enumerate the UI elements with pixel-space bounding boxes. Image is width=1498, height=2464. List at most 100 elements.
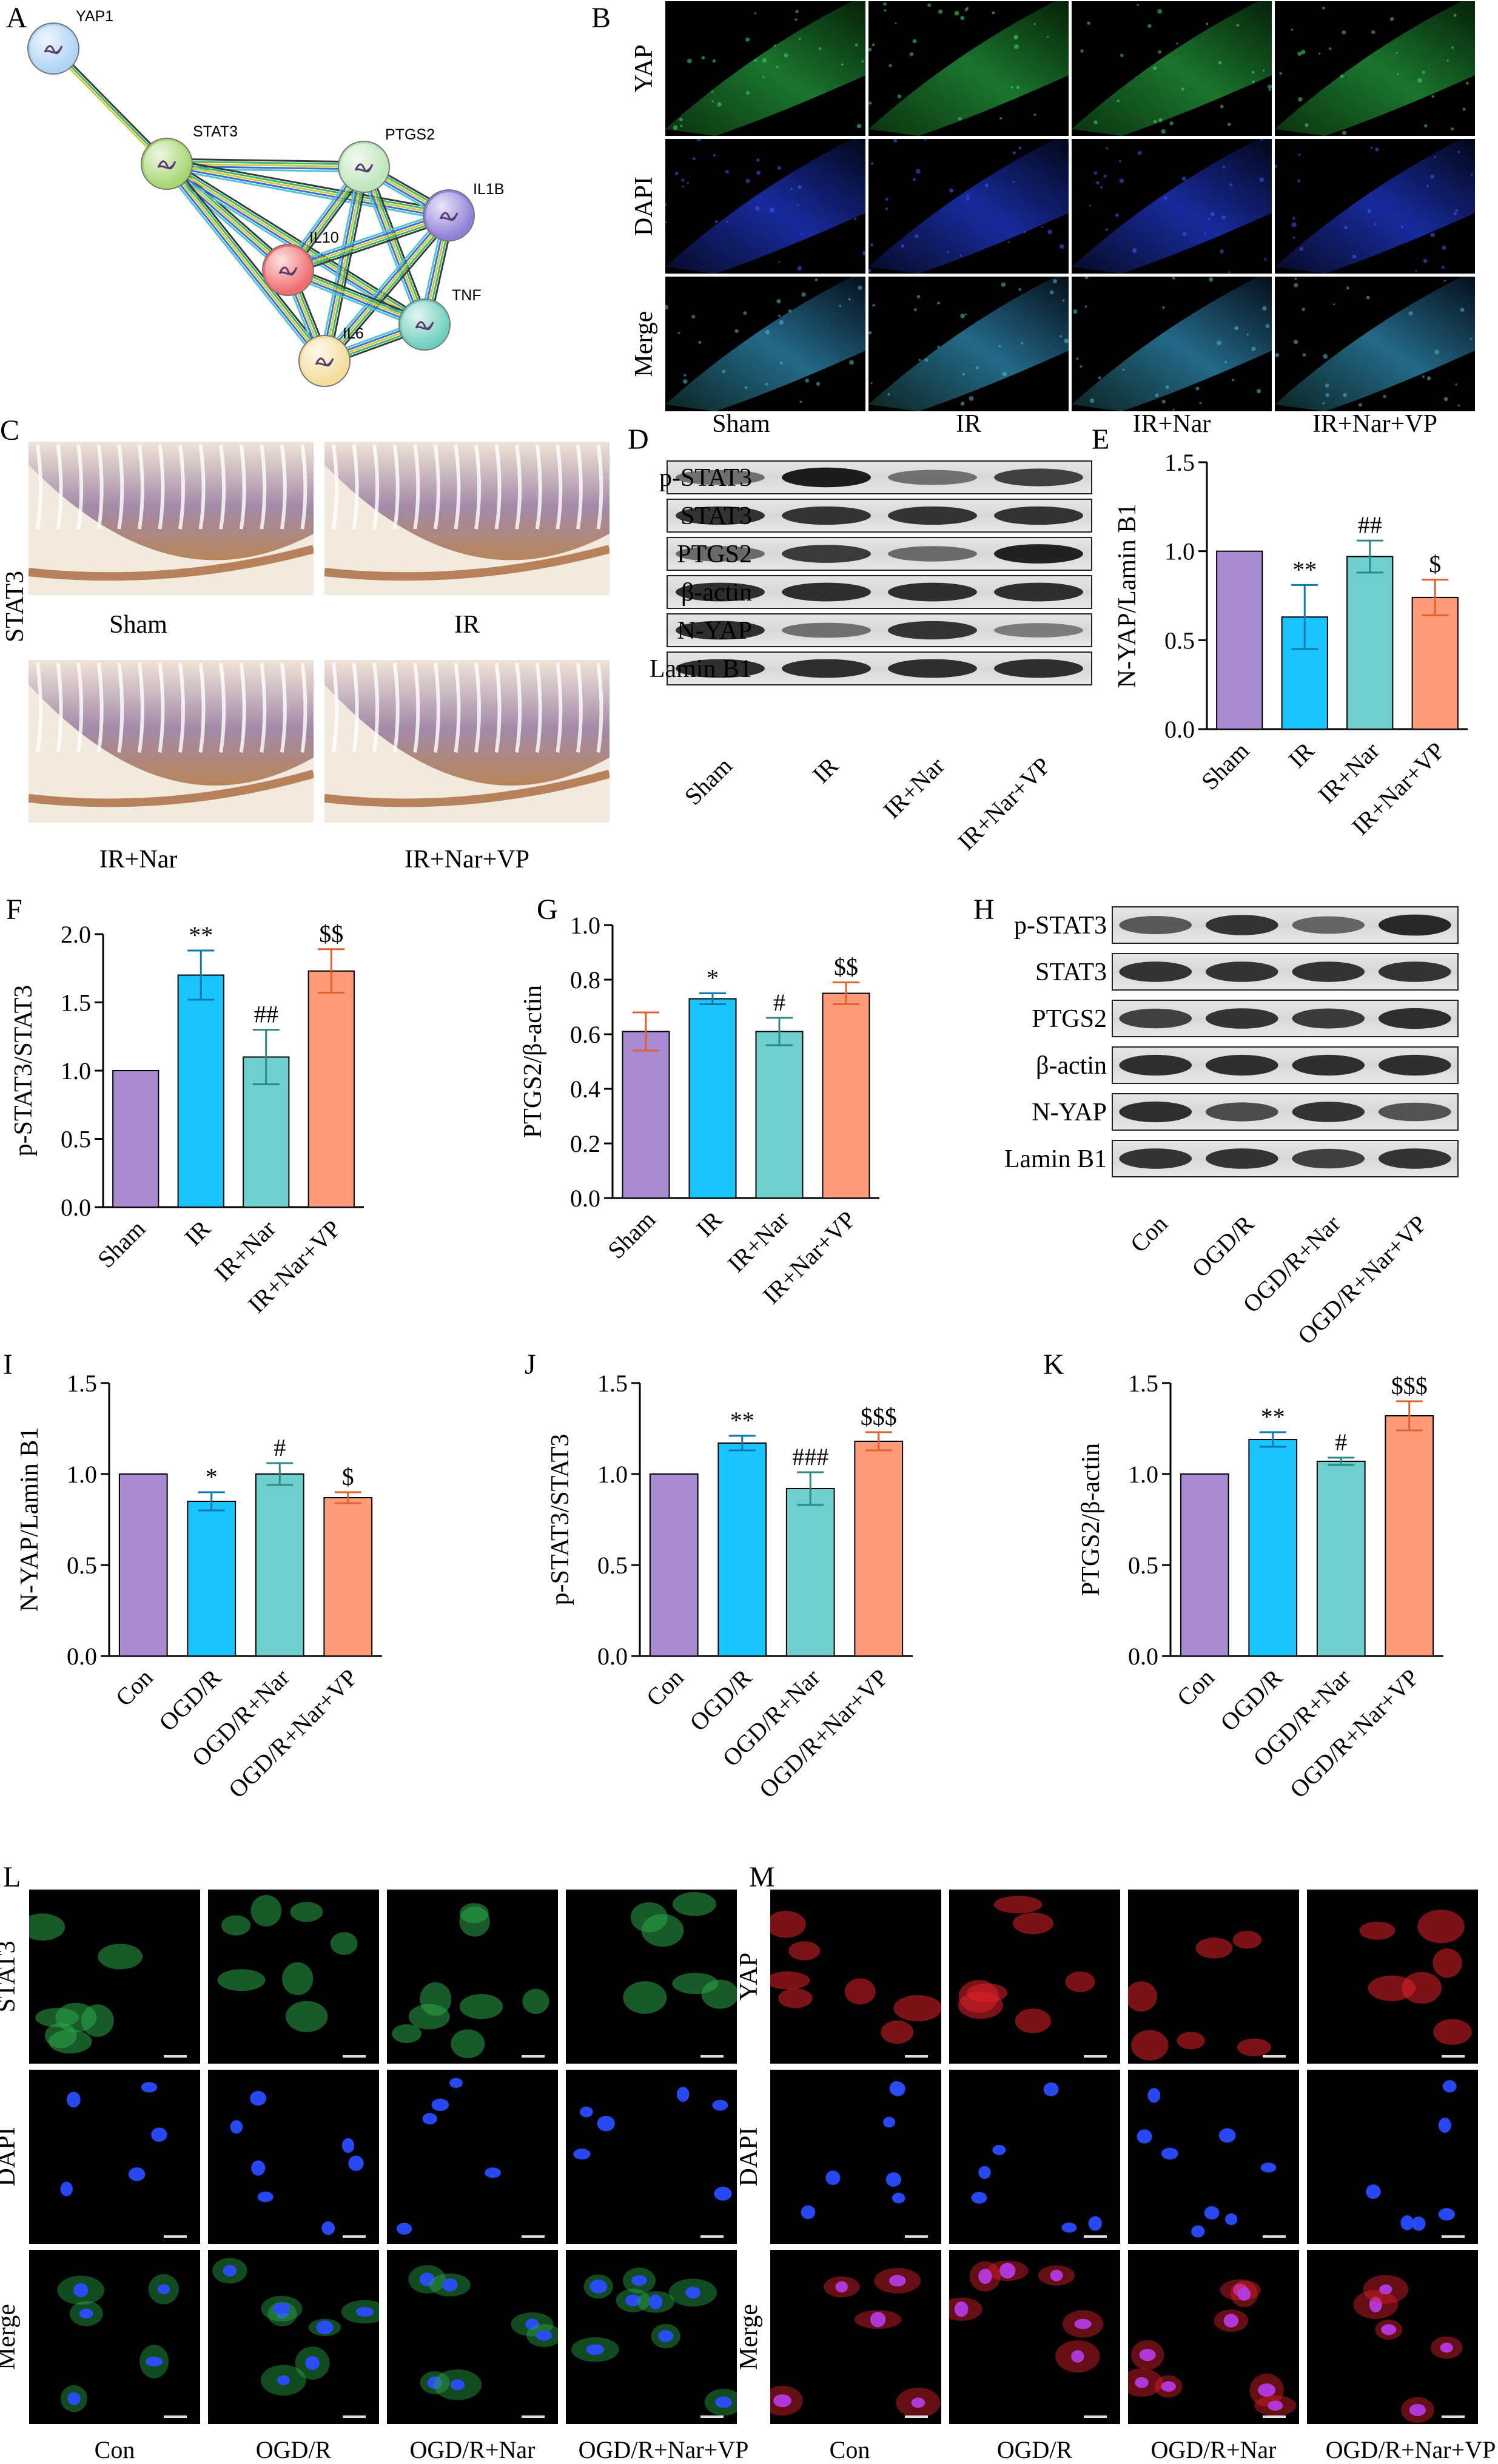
cell-body [1015, 2008, 1051, 2033]
fluor-speck [1294, 283, 1298, 288]
panel-l-col-label: OGD/R+Nar+VP [579, 2436, 749, 2463]
fluor-speck [1220, 249, 1224, 254]
tile-background [387, 2250, 558, 2424]
network-node-ptgs2 [338, 141, 390, 193]
fluor-speck [1224, 361, 1228, 363]
blot-band [782, 545, 871, 563]
panel-d-blot-band-label: PTGS2 [677, 540, 752, 568]
fluor-speck [1181, 87, 1184, 91]
y-tick-label: 1.0 [1128, 1461, 1158, 1488]
y-axis-label: p-STAT3/STAT3 [10, 985, 38, 1157]
network-edge [323, 166, 365, 362]
panel-l-tile [208, 2250, 379, 2424]
y-tick-label: 1.5 [61, 989, 91, 1017]
panel-b-row-label: DAPI [630, 177, 658, 236]
fluor-speck [674, 172, 679, 175]
protein-structure-icon [44, 45, 63, 55]
villus-gap [556, 444, 563, 530]
fluor-speck [1453, 13, 1457, 17]
blot-band [1292, 916, 1365, 934]
significance-annotation: * [206, 1463, 218, 1490]
fluor-speck [975, 366, 979, 370]
blot-band [994, 506, 1083, 525]
villus-gap [300, 444, 307, 530]
nucleus [971, 2192, 987, 2204]
fluor-speck [1152, 66, 1157, 70]
nucleus [1268, 2400, 1283, 2411]
panel-b-merge-0 [665, 277, 865, 411]
cell-body [221, 1915, 251, 1936]
significance-annotation: ## [254, 1001, 278, 1028]
scale-bar [343, 2055, 366, 2058]
nucleus [257, 2191, 274, 2203]
fluor-speck [872, 304, 875, 307]
cell-body [408, 2004, 450, 2030]
fluor-speck [1294, 277, 1297, 280]
nucleus [342, 2138, 355, 2153]
network-edge [166, 167, 448, 221]
tile-background [770, 2070, 941, 2244]
fluor-speck [1260, 139, 1263, 141]
tissue-band [1275, 1, 1475, 136]
fluor-speck [1434, 155, 1436, 158]
tile-background [566, 2250, 737, 2424]
villus-gap [372, 444, 380, 530]
nucleus [1438, 2208, 1455, 2221]
panel-l-tile [566, 2250, 737, 2424]
nucleus [712, 2099, 728, 2111]
cell-body [1195, 1937, 1233, 1959]
fluor-speck [673, 125, 678, 130]
fluor-speck [1016, 86, 1020, 90]
bar-sham [622, 1031, 670, 1199]
fluor-speck [959, 254, 962, 257]
villus-gap [76, 444, 84, 530]
fluor-speck [745, 178, 750, 183]
tile-background [949, 2070, 1120, 2244]
nucleus [870, 2312, 886, 2328]
panel-l-col-label: Con [95, 2436, 135, 2463]
fluor-speck [1229, 183, 1233, 187]
villus-gap [280, 662, 287, 753]
blot-band [994, 468, 1083, 486]
y-tick-label: 1.5 [67, 1370, 97, 1397]
fluor-speck [1451, 46, 1454, 49]
blot-band [1119, 1008, 1192, 1029]
fluor-speck [1401, 226, 1404, 229]
fluor-speck [687, 182, 689, 184]
fluor-speck [937, 345, 940, 348]
fluor-speck [1443, 397, 1448, 402]
fluor-speck [1176, 42, 1178, 45]
network-edge [167, 160, 364, 166]
nucleus [978, 2166, 991, 2180]
fluor-speck [1059, 244, 1064, 249]
tissue-band [1275, 139, 1475, 274]
panel-letter-c: C [0, 414, 19, 446]
scale-bar [1442, 2415, 1465, 2418]
nucleus [396, 2223, 412, 2235]
nucleus [1258, 2383, 1276, 2397]
network-node-il10 [262, 244, 314, 296]
fluor-speck [1292, 217, 1295, 220]
villus-gap [219, 662, 226, 753]
y-tick-label: 1.5 [597, 1370, 628, 1397]
fluor-speck [1206, 22, 1209, 25]
muscularis-layer [324, 545, 610, 581]
nucleus [485, 2167, 501, 2178]
network-edge [326, 167, 368, 362]
villus-gap [198, 444, 206, 530]
nucleus [1442, 2080, 1457, 2093]
y-tick-label: 0.2 [570, 1130, 600, 1157]
panel-b-row-label: Merge [630, 311, 658, 377]
fluor-speck [1441, 266, 1445, 269]
panel-m-tile [949, 2250, 1120, 2424]
bar-con [118, 1473, 168, 1657]
fluor-speck [1259, 177, 1264, 183]
villus-gap [96, 444, 104, 530]
network-edge [321, 213, 448, 360]
y-axis-label: N-YAP/Lamin B1 [1113, 503, 1141, 688]
nucleus [1379, 2284, 1392, 2295]
chart-f: 0.00.51.01.52.0p-STAT3/STAT3Sham**IR##IR… [10, 920, 364, 1318]
panel-d-blot-band-label: N-YAP [677, 617, 752, 645]
fluor-speck [883, 2, 887, 6]
fluor-speck [1322, 6, 1325, 10]
